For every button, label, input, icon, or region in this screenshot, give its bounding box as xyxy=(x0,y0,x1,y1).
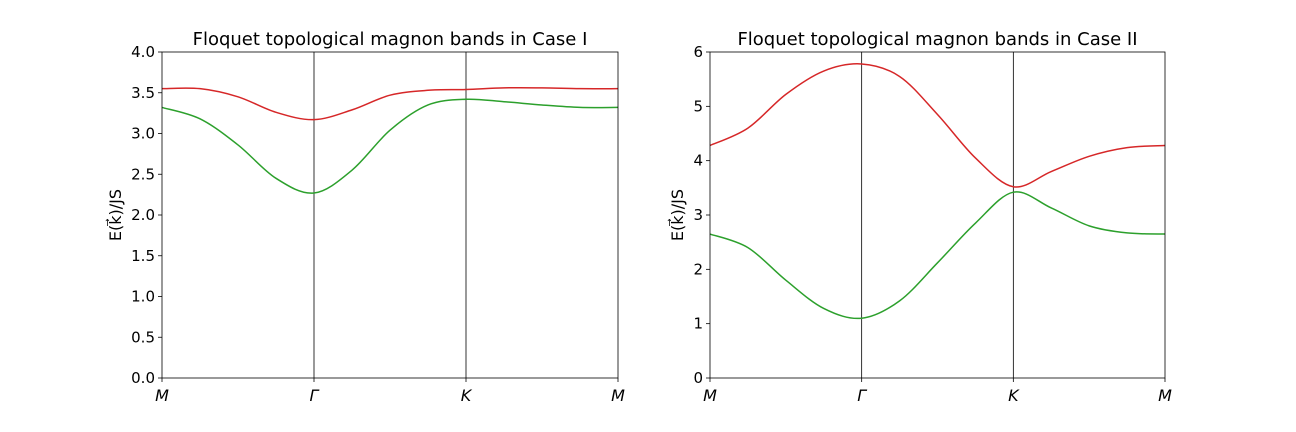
panel-case-1: 0.0 0.5 1.0 1.5 2.0 2.5 3.0 3.5 4.0 M Γ K M Floquet t… xyxy=(105,29,625,405)
y-tick-label: 1.5 xyxy=(131,247,155,265)
y-axis-label: E(k⃗)/JS xyxy=(667,189,687,241)
x-tick-label: Γ xyxy=(857,386,867,405)
band-line-0 xyxy=(161,86,619,121)
x-tick-label: M xyxy=(611,386,625,405)
y-tick-label: 3.5 xyxy=(131,84,155,102)
y-tick-label: 3.0 xyxy=(131,125,155,143)
y-tick-label: 6 xyxy=(693,43,703,61)
x-tick-label: M xyxy=(703,386,717,405)
x-tick-label: Γ xyxy=(310,386,320,405)
x-tick-label: K xyxy=(461,386,473,405)
y-tick-label: 5 xyxy=(693,97,703,115)
axes-frame xyxy=(161,51,619,379)
band-line-1 xyxy=(161,98,619,194)
band-line-0 xyxy=(709,63,1166,188)
panel-case-2: 0 1 2 3 4 5 6 M Γ K M Floquet topological magnon ba… xyxy=(667,29,1172,405)
y-tick-label: 3 xyxy=(693,206,703,224)
y-tick-label: 2 xyxy=(693,260,703,278)
chart-title: Floquet topological magnon bands in Case… xyxy=(193,29,588,50)
y-tick-label: 0.0 xyxy=(131,369,155,387)
y-tick-label: 2.0 xyxy=(131,206,155,224)
chart-title: Floquet topological magnon bands in Case… xyxy=(737,29,1137,50)
band-line-1 xyxy=(709,191,1166,320)
y-tick-label: 2.5 xyxy=(131,165,155,183)
y-tick-label: 4.0 xyxy=(131,43,155,61)
x-tick-label: M xyxy=(1158,386,1172,405)
y-tick-label: 1 xyxy=(693,315,703,333)
x-tick-label: K xyxy=(1008,386,1020,405)
y-tick-label: 0 xyxy=(693,369,703,387)
y-tick-label: 1.0 xyxy=(131,288,155,306)
y-tick-label: 4 xyxy=(693,152,703,170)
y-axis-label: E(k⃗)/JS xyxy=(105,189,125,241)
x-tick-label: M xyxy=(155,386,169,405)
y-tick-label: 0.5 xyxy=(131,328,155,346)
